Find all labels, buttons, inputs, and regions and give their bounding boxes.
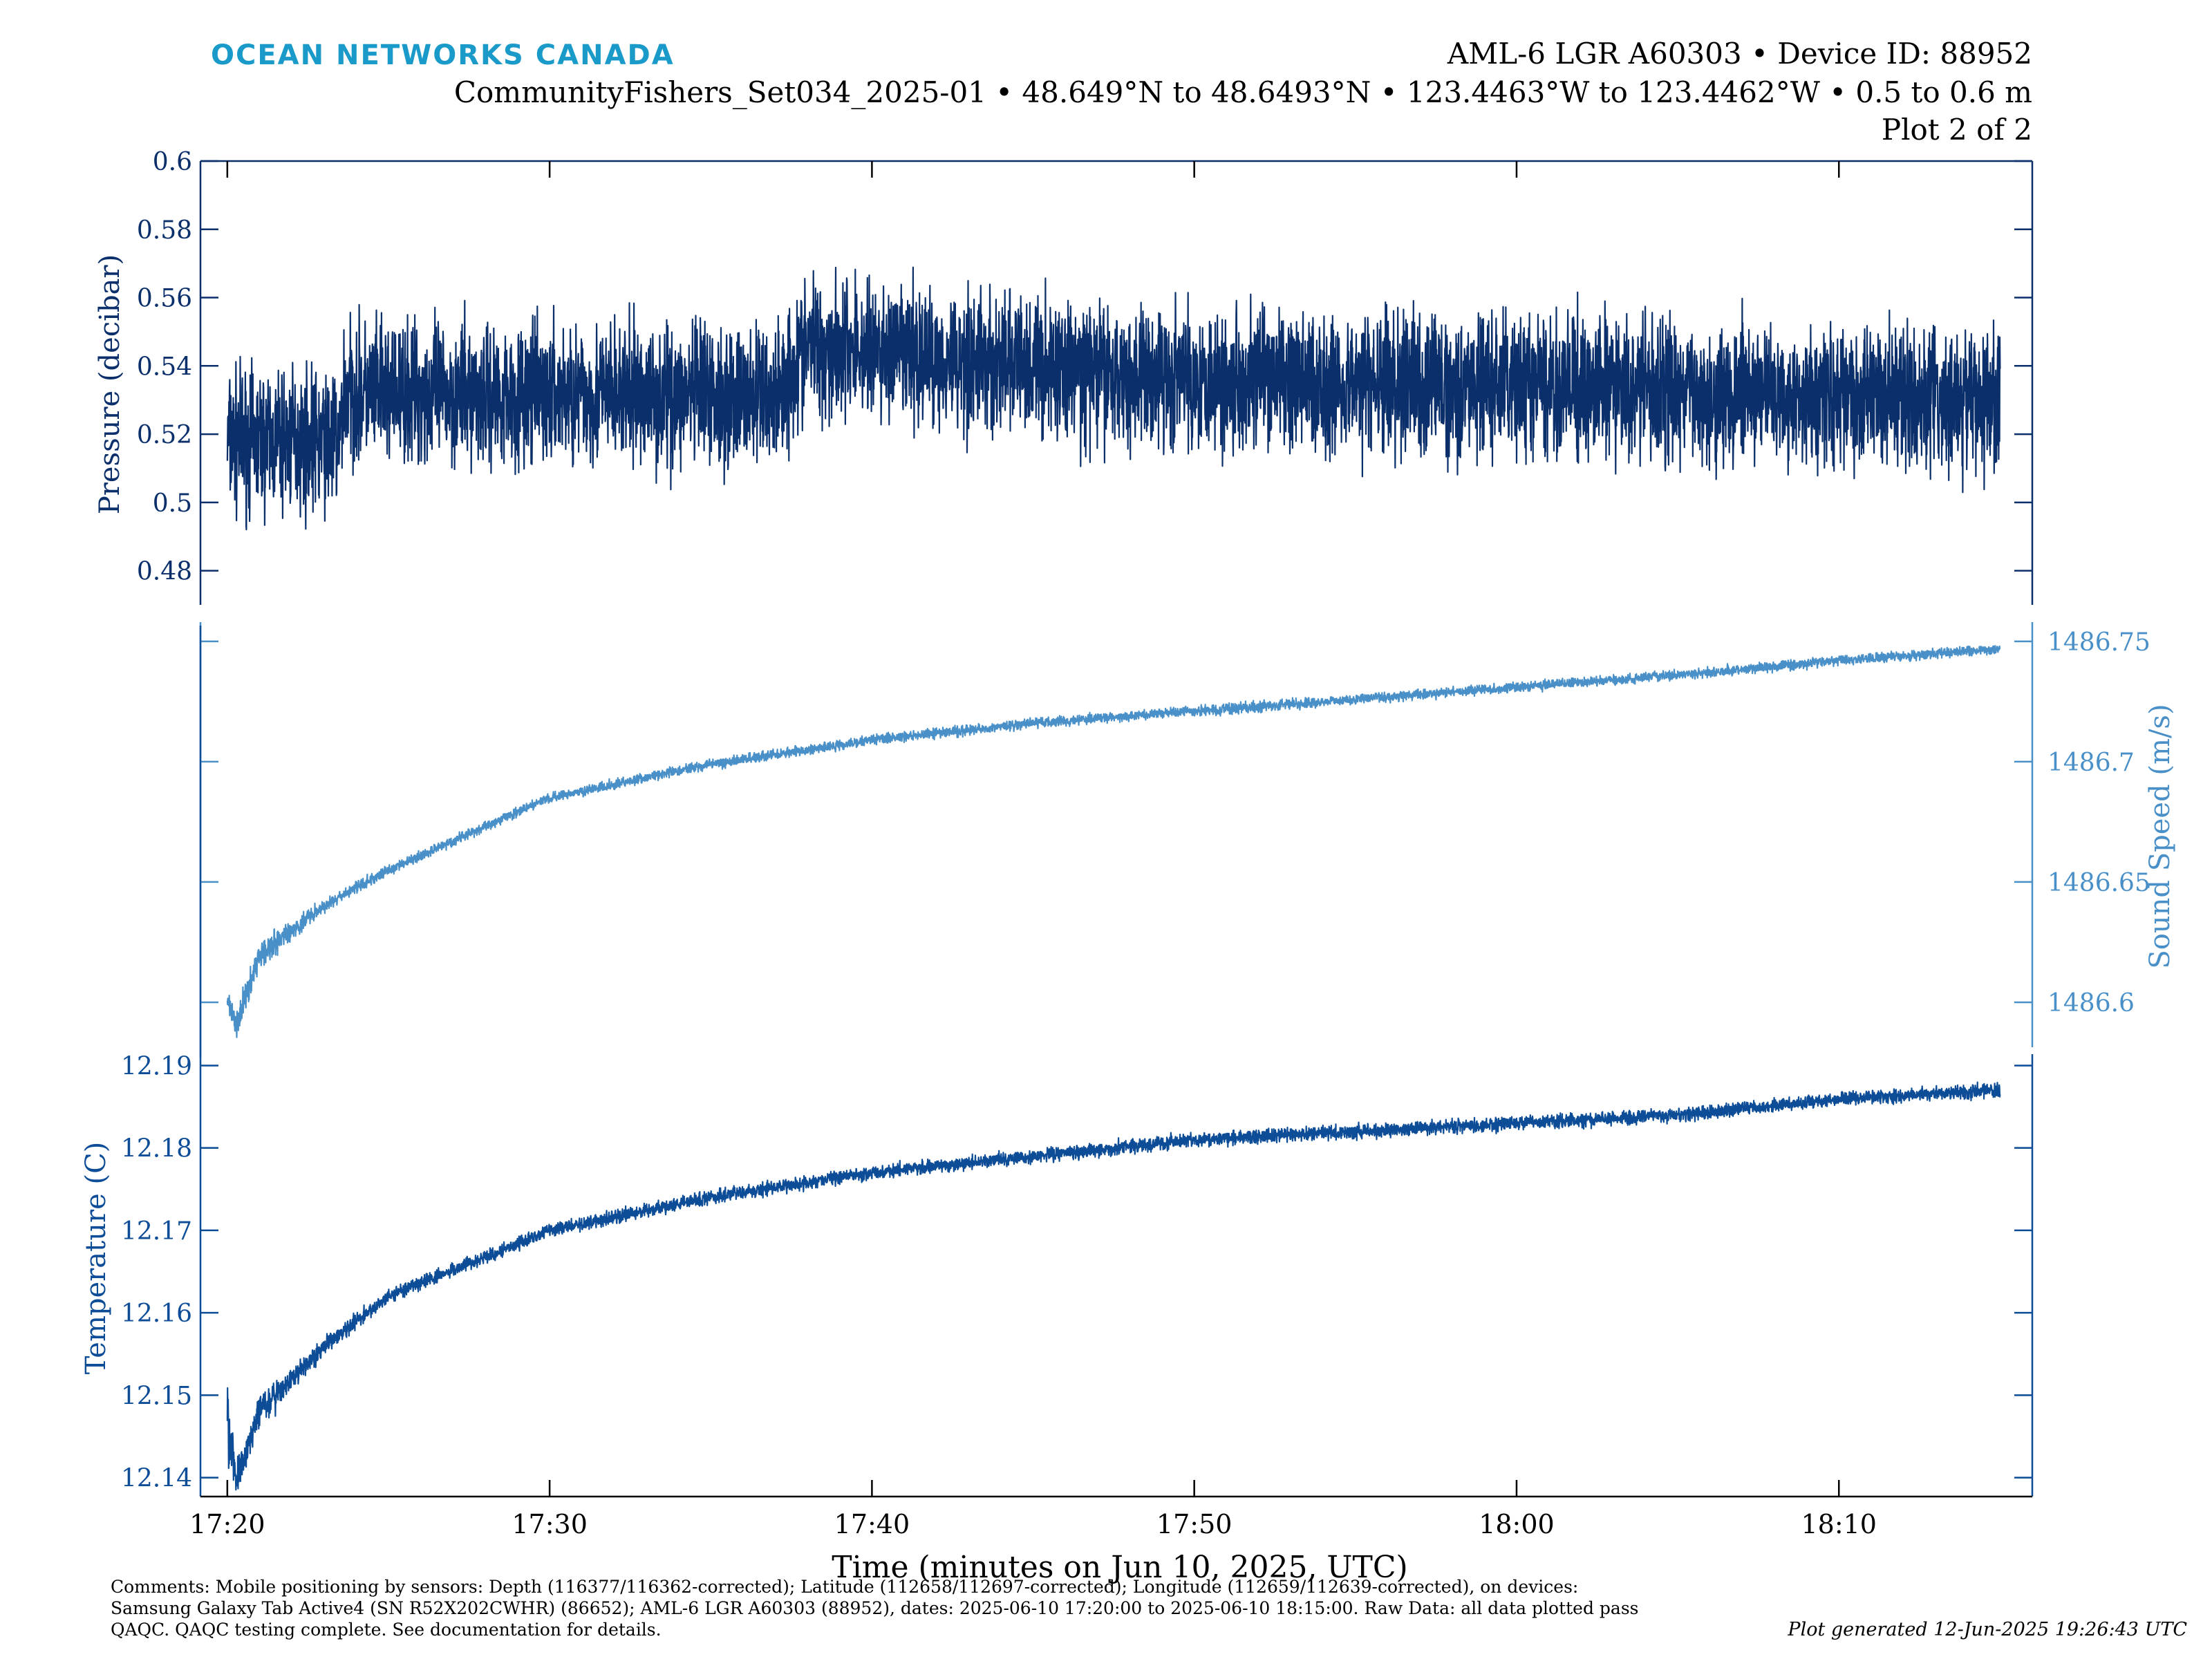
temperature-series: [226, 1081, 2001, 1491]
sound-speed-series: [226, 645, 2001, 1038]
chart-title-plot-number: Plot 2 of 2: [1882, 113, 2032, 147]
pressure-tick-label: 0.58: [137, 216, 192, 245]
pressure-tick-label: 0.6: [153, 148, 192, 176]
x-axis-label: Time (minutes on Jun 10, 2025, UTC): [832, 1550, 1407, 1585]
chart-title-deployment: CommunityFishers_Set034_2025-01 • 48.649…: [454, 75, 2032, 109]
plot-generated-note: Plot generated 12-Jun-2025 19:26:43 UTC: [1788, 1619, 2187, 1640]
sound_speed-tick-label: 1486.7: [2047, 749, 2135, 777]
sound_speed-tick-label: 1486.65: [2047, 869, 2150, 897]
x-tick-label: 18:00: [1479, 1509, 1555, 1539]
sound_speed-tick-label: 1486.6: [2047, 989, 2135, 1018]
chart-title-device: AML-6 LGR A60303 • Device ID: 88952: [1447, 37, 2032, 71]
x-tick-label: 17:40: [834, 1509, 910, 1539]
temperature-tick-label: 12.15: [121, 1382, 192, 1410]
sound_speed-line: [226, 645, 2001, 1038]
temperature-tick-label: 12.17: [121, 1217, 192, 1246]
y-axis-label-pressure: Pressure (decibar): [94, 254, 126, 514]
y-axis-label-temperature: Temperature (C): [80, 1142, 112, 1375]
temperature-tick-label: 12.16: [121, 1300, 192, 1328]
pressure-line: [226, 266, 2001, 531]
brand-logo: OCEAN NETWORKS CANADA: [211, 39, 675, 71]
comments-line: Comments: Mobile positioning by sensors:…: [111, 1577, 1579, 1597]
axes-layer: 0.48 0.5 0.52 0.54 0.56 0.58 0.6 1486.6 1486.65 1…: [121, 148, 2150, 1539]
temperature-tick-label: 12.14: [121, 1465, 192, 1493]
pressure-tick-label: 0.54: [137, 353, 192, 381]
sound_speed-tick-label: 1486.75: [2047, 628, 2150, 657]
pressure-tick-label: 0.52: [137, 421, 192, 449]
temperature-tick-label: 12.19: [121, 1052, 192, 1080]
y-axis-label-sound-speed: Sound Speed (m/s): [2144, 704, 2176, 968]
comments-line: Samsung Galaxy Tab Active4 (SN R52X202CW…: [111, 1598, 1639, 1618]
x-tick-label: 17:20: [189, 1509, 265, 1539]
pressure-series: [226, 266, 2001, 531]
comments-line: QAQC. QAQC testing complete. See documen…: [111, 1620, 662, 1640]
x-tick-label: 18:10: [1801, 1509, 1877, 1539]
pressure-tick-label: 0.48: [137, 558, 192, 586]
x-tick-label: 17:50: [1156, 1509, 1232, 1539]
temperature-line: [226, 1081, 2001, 1491]
temperature-tick-label: 12.18: [121, 1135, 192, 1163]
pressure-tick-label: 0.5: [153, 489, 192, 518]
comments-block: Comments: Mobile positioning by sensors:…: [111, 1576, 1880, 1640]
pressure-tick-label: 0.56: [137, 285, 192, 313]
x-tick-label: 17:30: [512, 1509, 588, 1539]
